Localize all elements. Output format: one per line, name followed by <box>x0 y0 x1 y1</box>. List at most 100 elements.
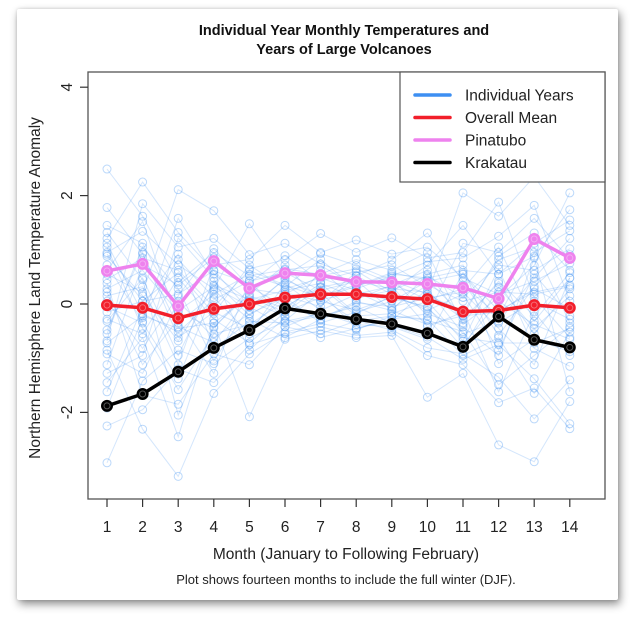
pinatubo-point <box>207 255 220 268</box>
y-tick-label: 2 <box>59 191 76 200</box>
individual-year-point <box>102 242 112 252</box>
individual-year-point <box>102 329 112 339</box>
individual-year-point <box>458 327 468 337</box>
pinatubo-point-ring <box>352 278 360 286</box>
individual-year-point <box>494 330 504 340</box>
individual-year-point <box>280 238 290 248</box>
individual-year-point <box>173 399 183 409</box>
legend: Individual Years Overall Mean Pinatubo Krak… <box>399 71 606 183</box>
individual-year-point <box>316 259 326 269</box>
individual-year-point <box>280 318 290 328</box>
individual-year-point <box>280 255 290 265</box>
individual-year-point <box>138 238 148 248</box>
individual-year-point <box>173 213 183 223</box>
individual-year-point <box>316 255 326 265</box>
overall-mean-point <box>207 302 220 315</box>
individual-year-point <box>351 248 361 258</box>
individual-year-point <box>173 336 183 346</box>
individual-year-point <box>565 233 575 243</box>
individual-year-point <box>565 387 575 397</box>
pinatubo-point-ring <box>103 267 111 275</box>
individual-year-point <box>565 323 575 333</box>
individual-year-point <box>173 284 183 294</box>
overall-mean-point-ring <box>530 301 538 309</box>
krakatau-point-ring <box>245 326 253 334</box>
overall-mean-point <box>528 299 541 312</box>
x-tick-label: 1 <box>103 519 112 536</box>
krakatau-point-ring <box>459 343 467 351</box>
individual-year-point <box>173 350 183 360</box>
krakatau-point <box>350 313 363 326</box>
individual-year-point <box>138 318 148 328</box>
x-axis: 1 2 3 4 5 6 7 8 9 10 11 12 13 14 <box>103 499 579 536</box>
individual-year-line <box>106 321 571 463</box>
y-tick-label: 0 <box>59 299 76 308</box>
pinatubo-point-ring <box>530 235 538 243</box>
krakatau-point-ring <box>174 368 182 376</box>
individual-year-point <box>102 248 112 258</box>
individual-year-point <box>494 387 504 397</box>
x-tick-label: 9 <box>387 519 396 536</box>
overall-mean-point-ring <box>459 308 467 316</box>
individual-year-point <box>138 217 148 227</box>
individual-year-point <box>458 360 468 370</box>
overall-mean-point <box>457 305 469 318</box>
individual-year-line <box>106 219 571 308</box>
individual-year-point <box>494 440 504 450</box>
plot-frame <box>87 71 606 500</box>
legend-label-individual-years: Individual Years <box>465 88 574 105</box>
individual-year-point <box>280 322 290 332</box>
individual-year-point <box>565 273 575 283</box>
individual-year-point <box>458 322 468 332</box>
legend-label-overall-mean: Overall Mean <box>465 110 557 127</box>
individual-year-point <box>458 320 468 330</box>
individual-year-point <box>102 284 112 294</box>
individual-year-point <box>280 220 290 230</box>
individual-year-point <box>494 251 504 261</box>
pinatubo-point-ring <box>139 260 147 268</box>
overall-mean-point <box>101 299 113 312</box>
individual-year-point <box>458 253 468 263</box>
individual-year-line <box>106 282 570 344</box>
individual-year-point <box>565 291 575 301</box>
individual-year-point <box>102 314 112 324</box>
x-tick-label: 13 <box>526 519 543 536</box>
individual-year-point <box>529 276 539 286</box>
individual-year-point <box>209 276 219 286</box>
overall-mean-point-ring <box>352 290 360 298</box>
individual-year-point <box>565 327 575 337</box>
krakatau-point <box>279 302 291 315</box>
individual-year-point <box>494 276 504 286</box>
pinatubo-point-ring <box>245 284 253 292</box>
individual-year-point <box>458 268 468 278</box>
chart-subtitle: Plot shows fourteen months to include th… <box>176 572 516 587</box>
individual-year-point <box>458 188 468 198</box>
individual-year-point <box>494 269 504 279</box>
individual-year-line <box>106 315 571 478</box>
individual-year-point <box>173 277 183 287</box>
y-tick-label: 4 <box>59 83 76 92</box>
krakatau-point-ring <box>352 315 360 323</box>
individual-year-point <box>138 291 148 301</box>
individual-year-point <box>387 255 397 265</box>
individual-year-point <box>138 275 148 285</box>
krakatau-point <box>385 318 398 331</box>
individual-year-point <box>102 336 112 346</box>
individual-year-point <box>494 398 504 408</box>
individual-year-point <box>138 343 148 353</box>
pinatubo-point-ring <box>281 269 289 277</box>
individual-year-point <box>173 265 183 275</box>
individual-year-point <box>102 325 112 335</box>
overall-mean-point <box>172 312 185 325</box>
individual-year-point <box>458 265 468 275</box>
individual-year-point <box>422 260 432 270</box>
individual-year-point <box>529 457 539 467</box>
individual-year-point <box>494 345 504 355</box>
krakatau-point-ring <box>566 343 574 351</box>
pinatubo-point <box>350 275 363 288</box>
overall-mean-point-ring <box>210 305 218 313</box>
individual-year-point <box>494 340 504 350</box>
individual-year-point <box>244 360 254 370</box>
individual-year-point <box>458 260 468 270</box>
individual-year-point <box>102 287 112 297</box>
